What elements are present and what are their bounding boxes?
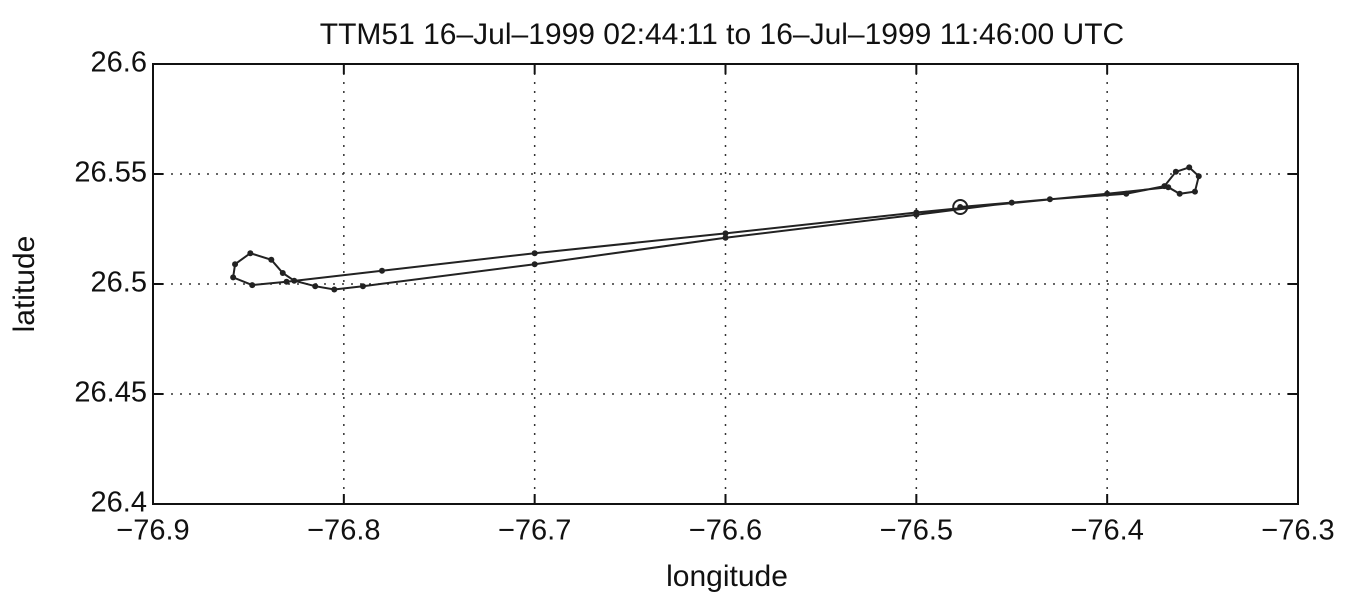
track-point (279, 270, 286, 276)
track-point (283, 278, 290, 285)
track-point (268, 256, 275, 263)
track-point (312, 283, 319, 290)
x-tick-label: −76.9 (116, 515, 189, 547)
track-line (232, 166, 1200, 291)
track-point (1008, 199, 1015, 206)
track-point (722, 230, 729, 237)
track-point (249, 282, 256, 289)
track-point (1104, 190, 1111, 197)
track-point (1172, 168, 1179, 175)
chart-title: TTM51 16–Jul–1999 02:44:11 to 16–Jul–199… (320, 18, 1124, 51)
track-point (1165, 184, 1172, 191)
track-point (230, 274, 237, 281)
track-point (232, 261, 239, 268)
x-tick-label: −76.6 (689, 515, 762, 547)
y-tick-label: 26.45 (74, 377, 147, 409)
track-point (531, 261, 538, 268)
y-tick-label: 26.4 (91, 487, 147, 519)
track-point (1046, 196, 1053, 203)
x-tick-label: −76.7 (498, 515, 571, 547)
track-point (722, 234, 729, 241)
track-point (913, 211, 920, 218)
x-axis-label: longitude (666, 560, 788, 593)
track-point (331, 286, 338, 293)
x-tick-label: −76.3 (1261, 515, 1334, 547)
x-tick-label: −76.4 (1070, 515, 1143, 547)
track-point (1123, 190, 1130, 197)
track-point (359, 283, 366, 290)
track-point (1176, 190, 1183, 197)
y-tick-label: 26.5 (91, 267, 147, 299)
y-tick-label: 26.6 (91, 47, 147, 79)
y-axis-label: latitude (8, 236, 41, 333)
y-tick-label: 26.55 (74, 157, 147, 189)
track-point (1195, 173, 1202, 180)
track-point (291, 277, 298, 284)
plot-frame (152, 63, 1299, 505)
track-point (1191, 188, 1198, 195)
track-point (379, 267, 385, 274)
start-marker (952, 199, 969, 215)
track-point (957, 204, 964, 210)
x-tick-label: −76.8 (307, 515, 380, 547)
track-point (531, 250, 538, 257)
track-point (1186, 164, 1193, 171)
x-tick-label: −76.5 (880, 515, 953, 547)
track-point (247, 250, 254, 257)
